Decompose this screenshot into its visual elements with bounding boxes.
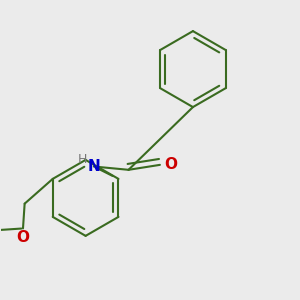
Text: O: O xyxy=(164,158,177,172)
Text: O: O xyxy=(16,230,29,245)
Text: H: H xyxy=(78,153,87,166)
Text: N: N xyxy=(88,159,100,174)
